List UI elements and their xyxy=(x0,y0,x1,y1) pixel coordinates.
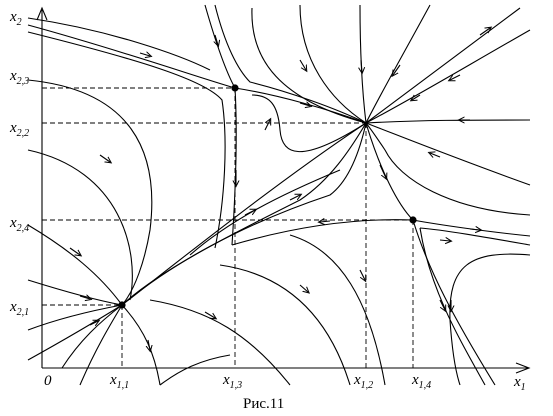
arrow-icon xyxy=(289,195,300,201)
trajectory xyxy=(159,354,231,386)
origin-label: 0 xyxy=(44,373,52,389)
x-tick-x13: x1,3 xyxy=(222,372,242,391)
equilibrium-dot-x13-x23 xyxy=(231,84,239,92)
trajectory xyxy=(234,87,367,124)
y-axis-label: x2 xyxy=(9,9,22,28)
trajectory xyxy=(449,253,531,386)
x-axis-label: x1 xyxy=(513,374,526,393)
trajectory xyxy=(289,234,386,386)
trajectory xyxy=(27,304,123,361)
trajectory xyxy=(27,31,226,249)
arrow-icon xyxy=(361,59,362,72)
trajectory xyxy=(419,227,486,386)
y-tick-x22: x2,2 xyxy=(9,120,29,139)
x-tick-x11: x1,1 xyxy=(109,372,129,391)
trajectory xyxy=(251,7,367,124)
trajectory xyxy=(299,4,367,124)
trajectory xyxy=(419,227,531,246)
arrow-icon xyxy=(412,94,421,100)
figure-caption: Рис.11 xyxy=(243,396,284,412)
arrow-icon xyxy=(320,221,331,222)
arrow-icon xyxy=(379,164,386,178)
trajectory xyxy=(27,79,153,306)
equilibria xyxy=(118,84,417,309)
y-tick-x24: x2,4 xyxy=(9,215,29,234)
trajectory xyxy=(27,24,236,89)
trajectory xyxy=(149,299,291,386)
arrow-icon xyxy=(89,321,98,325)
trajectory xyxy=(412,219,531,237)
x-tick-labels: x1,1 x1,3 x1,2 x1,4 xyxy=(109,372,431,391)
arrow-icon xyxy=(439,299,445,310)
axis-labels: x2 x1 0 xyxy=(9,9,526,393)
arrow-icon xyxy=(393,64,401,75)
trajectory xyxy=(231,219,414,246)
trajectory xyxy=(79,304,123,386)
trajectory xyxy=(121,122,367,306)
arrow-icon xyxy=(264,120,270,131)
arrow-icon xyxy=(204,311,215,318)
trajectory xyxy=(27,149,133,301)
y-axis-arrow-icon xyxy=(36,6,48,21)
trajectory xyxy=(231,87,237,246)
arrow-icon xyxy=(215,34,218,45)
arrow-icon xyxy=(479,28,490,36)
y-tick-labels: x2,3 x2,2 x2,4 x2,1 xyxy=(9,68,29,318)
arrow-icon xyxy=(79,296,90,299)
y-tick-x21: x2,1 xyxy=(9,299,29,318)
trajectory xyxy=(365,29,531,124)
trajectory xyxy=(214,4,367,124)
trajectory xyxy=(27,279,123,306)
arrow-icon xyxy=(469,229,480,230)
arrow-icon xyxy=(430,153,441,157)
equilibrium-dot-x11-x21 xyxy=(118,301,126,309)
x-tick-x12: x1,2 xyxy=(353,372,373,391)
arrow-icon xyxy=(148,339,150,350)
arrow-icon xyxy=(299,103,310,106)
arrow-icon xyxy=(439,240,450,241)
equilibrium-dot-x14-x24 xyxy=(409,216,417,224)
arrow-icon xyxy=(299,284,308,292)
trajectory xyxy=(121,304,161,386)
trajectory xyxy=(204,4,236,89)
arrow-icon xyxy=(450,74,461,80)
y-tick-x23: x2,3 xyxy=(9,68,29,87)
trajectory xyxy=(189,169,341,256)
x-axis-arrow-icon xyxy=(515,362,531,374)
arrow-icon xyxy=(139,53,150,56)
trajectory xyxy=(27,304,123,331)
trajectory xyxy=(61,304,123,369)
arrow-icon xyxy=(359,269,365,280)
arrow-icon xyxy=(299,59,306,70)
trajectory xyxy=(365,122,531,216)
arrow-icon xyxy=(99,154,110,162)
trajectory xyxy=(365,122,414,221)
trajectory xyxy=(27,224,123,306)
axes xyxy=(36,6,531,374)
trajectory xyxy=(412,219,496,386)
trajectory xyxy=(365,119,531,124)
arrow-icon xyxy=(244,210,255,216)
trajectory xyxy=(365,7,521,124)
trajectories xyxy=(27,4,531,386)
trajectory xyxy=(219,264,351,386)
x-tick-x14: x1,4 xyxy=(411,372,431,391)
arrow-icon xyxy=(69,247,80,255)
guide-lines xyxy=(42,87,414,368)
trajectory xyxy=(27,17,211,71)
trajectory xyxy=(251,94,367,153)
trajectory xyxy=(365,122,531,186)
